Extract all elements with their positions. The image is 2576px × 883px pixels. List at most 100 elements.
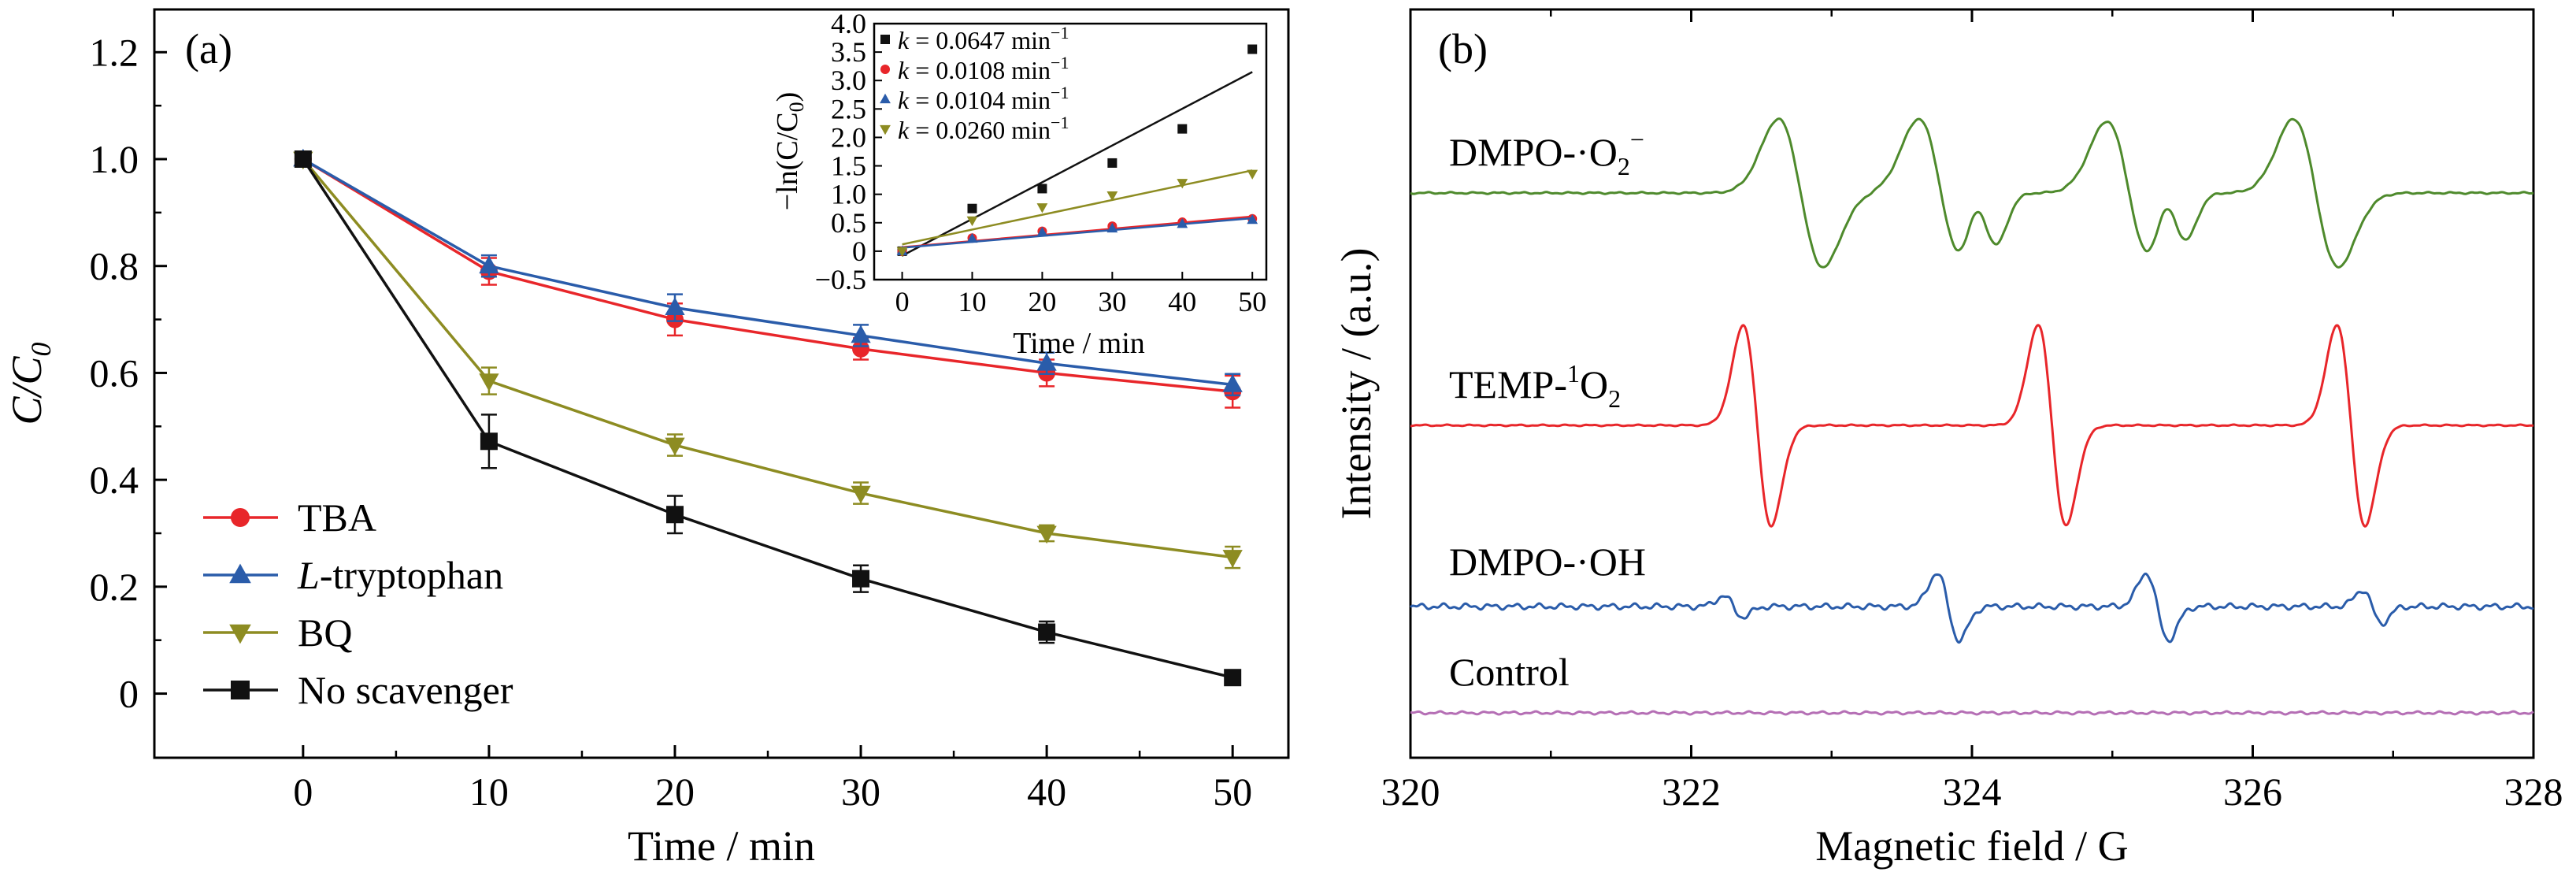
panel-a-y-axis-label: C/C0 <box>3 342 57 425</box>
legend-marker-3 <box>231 681 250 699</box>
panel-a-label: (a) <box>185 25 232 72</box>
inset-y-tick-label-2.0: 2.0 <box>831 121 866 153</box>
inset-y-axis-label-sub: 0 <box>785 102 808 112</box>
panel-a-frame <box>153 8 1290 759</box>
legend-label-2: BQ <box>298 610 352 655</box>
inset-data-point <box>1106 222 1118 233</box>
inset-data-point <box>1036 226 1048 237</box>
inset-data-point <box>1106 191 1118 202</box>
series-line-3 <box>302 158 1233 679</box>
b-x-tick-label-320: 320 <box>1381 770 1440 814</box>
b-x-tick-label-324: 324 <box>1943 770 2002 814</box>
panel-a-chart: (a) 0 10 20 30 40 50 0 0.2 0.4 0.6 0.8 1.0 1.2 Time … <box>3 8 1290 870</box>
panel-a-y-axis-label-sub: 0 <box>25 342 57 356</box>
inset-legend-text-3: = 0.0260 min <box>909 116 1051 144</box>
spectrum-3 <box>1410 710 2534 716</box>
series-line-1 <box>302 158 1233 387</box>
inset-data-point <box>1177 179 1188 189</box>
spectrum-label-text-3: Control <box>1449 650 1570 694</box>
series-line-2 <box>302 158 1233 559</box>
x-tick-label-50: 50 <box>1213 770 1252 814</box>
y-tick-label-0: 0 <box>119 672 139 716</box>
inset-x-tick-label-20: 20 <box>1028 286 1056 317</box>
data-point <box>479 373 499 391</box>
panel-b-chart: (b) 320 322 324 326 328 DMPO-·O2−TEMP-1O2DMP… <box>1332 8 2563 870</box>
y-tick-label-0.2: 0.2 <box>90 565 139 609</box>
spectrum-label-3: Control <box>1449 650 1570 694</box>
inset-legend-sup-2: −1 <box>1051 83 1069 102</box>
inset-legend-label-0: k = 0.0647 min−1 <box>898 23 1069 54</box>
data-point <box>294 150 312 168</box>
data-point <box>479 255 499 274</box>
inset-legend-marker-2 <box>880 93 891 104</box>
inset-fit-line-0 <box>901 71 1253 257</box>
data-point <box>665 297 685 315</box>
spectrum-label-text-2: DMPO-·OH <box>1449 540 1646 584</box>
inset-data-point <box>896 247 908 258</box>
legend-marker-2 <box>229 624 251 644</box>
x-tick-label-40: 40 <box>1027 770 1066 814</box>
inset-ticks: 0 10 20 30 40 50−0.500.51.01.52.02.53.03.54.0 <box>815 8 1267 317</box>
inset-x-axis-label: Time / min <box>1013 327 1145 360</box>
panel-a-y-axis-label-main: C/C <box>3 356 50 425</box>
inset-legend-text-1: = 0.0108 min <box>909 56 1051 84</box>
legend-label-0: TBA <box>298 495 376 540</box>
data-point <box>1038 623 1056 641</box>
inset-data-point <box>1036 203 1048 213</box>
b-x-tick-label-326: 326 <box>2223 770 2282 814</box>
spectrum-label-sup-0: − <box>1630 125 1644 154</box>
spectrum-0 <box>1410 117 2534 269</box>
inset-y-tick-label-1.0: 1.0 <box>831 179 866 210</box>
x-tick-label-10: 10 <box>469 770 509 814</box>
inset-legend-label-2: k = 0.0104 min−1 <box>898 83 1069 114</box>
panel-a-series <box>293 148 1243 687</box>
data-point <box>851 485 871 504</box>
legend-label-3: No scavenger <box>298 668 513 712</box>
b-x-tick-label-322: 322 <box>1662 770 1721 814</box>
inset-legend-label-1: k = 0.0108 min−1 <box>898 53 1069 84</box>
legend-label-text-1: -tryptophan <box>320 553 503 597</box>
panel-b-x-axis-label: Magnetic field / G <box>1815 822 2128 870</box>
legend-marker-0 <box>231 508 250 527</box>
legend-marker-1 <box>229 563 251 584</box>
legend-label-text-3: No scavenger <box>298 668 513 712</box>
spectrum-label-2: DMPO-·OH <box>1449 540 1646 584</box>
inset-data-point <box>1037 184 1047 194</box>
inset-legend-sup-0: −1 <box>1051 23 1069 43</box>
inset-legend-k-1: k <box>898 56 910 84</box>
inset-legend: k = 0.0647 min−1k = 0.0108 min−1k = 0.01… <box>880 23 1069 144</box>
inset-legend-sup-3: −1 <box>1051 113 1069 132</box>
inset-y-tick-label-2.5: 2.5 <box>831 93 866 124</box>
inset-x-tick-label-0: 0 <box>895 286 910 317</box>
data-point <box>1224 669 1242 687</box>
inset-legend-marker-1 <box>880 65 890 74</box>
inset-fit-line-3 <box>902 169 1253 246</box>
y-tick-label-0.6: 0.6 <box>90 351 139 395</box>
inset-chart: 0 10 20 30 40 50−0.500.51.01.52.02.53.03.54.0… <box>771 8 1268 360</box>
inset-y-tick-label-−0.5: −0.5 <box>815 264 866 295</box>
panel-a-ticks: 0 10 20 30 40 50 0 0.2 0.4 0.6 0.8 1.0 1.2 <box>90 30 1253 814</box>
x-tick-label-20: 20 <box>655 770 695 814</box>
inset-data-point <box>1177 124 1188 134</box>
inset-legend-label-3: k = 0.0260 min−1 <box>898 113 1069 144</box>
inset-y-tick-label-4.0: 4.0 <box>831 8 866 39</box>
y-tick-label-0.4: 0.4 <box>90 458 139 502</box>
spectrum-label-tail-1: O <box>1580 362 1608 406</box>
data-point <box>851 325 871 343</box>
panel-b-y-axis-label: Intensity / (a.u.) <box>1332 248 1380 520</box>
inset-data-point <box>966 216 978 227</box>
spectrum-label-sub-0: 2 <box>1618 152 1630 180</box>
spectrum-label-text-1: TEMP- <box>1449 362 1567 406</box>
spectrum-2 <box>1410 572 2534 644</box>
inset-x-tick-label-10: 10 <box>958 286 987 317</box>
data-point <box>1036 525 1057 544</box>
spectrum-label-text-0: DMPO-·O <box>1449 130 1618 174</box>
series-line-0 <box>302 158 1233 393</box>
inset-legend-marker-3 <box>880 124 891 135</box>
y-tick-label-1.0: 1.0 <box>90 137 139 181</box>
data-point <box>480 432 498 451</box>
data-point <box>1036 353 1057 371</box>
inset-x-tick-label-30: 30 <box>1098 286 1126 317</box>
y-tick-label-1.2: 1.2 <box>90 30 139 74</box>
